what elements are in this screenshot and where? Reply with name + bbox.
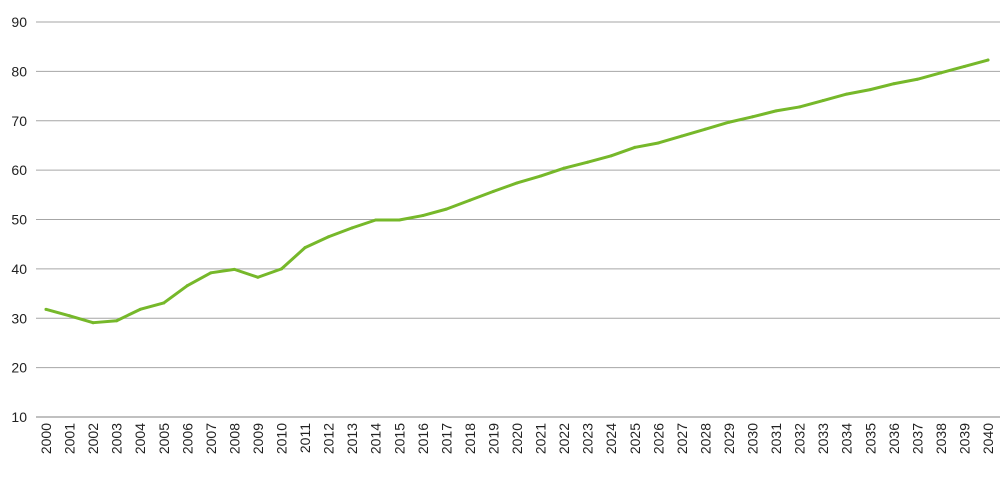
data-point [656, 141, 660, 145]
data-point [798, 105, 802, 109]
x-tick-label: 2032 [792, 423, 808, 454]
x-tick-label: 2025 [627, 423, 643, 454]
x-tick-label: 2024 [603, 423, 619, 454]
y-tick-label: 90 [11, 14, 27, 30]
x-tick-label: 2033 [815, 423, 831, 454]
x-tick-label: 2010 [274, 423, 290, 454]
data-point [868, 88, 872, 92]
x-axis-tick-labels: 2000 2001 2002 2003 2004 2005 2006 2007 2008 2009… [38, 423, 996, 454]
x-tick-label: 2036 [886, 423, 902, 454]
data-point [915, 77, 919, 81]
x-tick-label: 2001 [62, 423, 78, 454]
x-tick-label: 2028 [697, 423, 713, 454]
data-point [586, 160, 590, 164]
data-point [774, 109, 778, 113]
data-point [44, 307, 48, 311]
y-tick-label: 10 [11, 409, 27, 425]
data-point [703, 127, 707, 131]
data-point [138, 307, 142, 311]
series-line [44, 58, 990, 325]
x-tick-label: 2002 [85, 423, 101, 454]
x-tick-label: 2034 [839, 423, 855, 454]
data-point [350, 226, 354, 230]
x-tick-label: 2029 [721, 423, 737, 454]
x-tick-label: 2040 [980, 423, 996, 454]
data-point [727, 120, 731, 124]
y-tick-label: 80 [11, 63, 27, 79]
x-tick-label: 2022 [556, 423, 572, 454]
data-point [303, 246, 307, 250]
data-point [962, 64, 966, 68]
x-tick-label: 2035 [862, 423, 878, 454]
data-point [845, 92, 849, 96]
x-tick-label: 2013 [344, 423, 360, 454]
data-point [680, 134, 684, 138]
data-point [821, 99, 825, 103]
y-tick-label: 70 [11, 113, 27, 129]
x-tick-label: 2026 [650, 423, 666, 454]
x-tick-label: 2011 [297, 423, 313, 453]
y-tick-label: 20 [11, 360, 27, 376]
x-tick-label: 2027 [674, 423, 690, 454]
x-tick-label: 2006 [179, 423, 195, 454]
x-tick-label: 2020 [509, 423, 525, 454]
data-point [115, 319, 119, 323]
data-point [162, 301, 166, 305]
x-tick-label: 2007 [203, 423, 219, 454]
x-tick-label: 2031 [768, 423, 784, 454]
x-tick-label: 2005 [156, 423, 172, 454]
series-group [44, 58, 990, 325]
y-axis-tick-labels: 10 20 30 40 50 60 70 80 90 [11, 14, 27, 425]
x-tick-label: 2015 [391, 423, 407, 454]
data-point [609, 154, 613, 158]
y-tick-label: 50 [11, 212, 27, 228]
data-point [327, 235, 331, 239]
y-tick-label: 30 [11, 310, 27, 326]
x-tick-label: 2009 [250, 423, 266, 454]
data-point [374, 218, 378, 222]
x-tick-label: 2021 [533, 423, 549, 454]
y-tick-label: 40 [11, 261, 27, 277]
x-tick-label: 2000 [38, 423, 54, 454]
x-tick-label: 2039 [956, 423, 972, 454]
data-point [491, 189, 495, 193]
data-point [468, 198, 472, 202]
x-tick-label: 2038 [933, 423, 949, 454]
x-tick-label: 2019 [485, 423, 501, 454]
x-tick-label: 2012 [321, 423, 337, 454]
data-point [986, 58, 990, 62]
data-point [256, 275, 260, 279]
data-point [751, 115, 754, 119]
data-point [515, 181, 519, 185]
y-tick-label: 60 [11, 162, 27, 178]
gridlines [36, 21, 1000, 418]
x-tick-label: 2030 [745, 423, 761, 454]
data-point [421, 214, 425, 218]
x-tick-label: 2003 [109, 423, 125, 454]
data-point [444, 207, 448, 211]
data-point [280, 267, 283, 271]
data-point [397, 218, 401, 222]
data-point [939, 71, 943, 75]
x-tick-label: 2037 [909, 423, 925, 454]
data-point [232, 267, 236, 271]
x-tick-label: 2023 [580, 423, 596, 454]
data-point [185, 284, 189, 288]
data-point [892, 82, 896, 86]
data-point [91, 321, 95, 325]
data-point [562, 166, 566, 170]
x-tick-label: 2008 [226, 423, 242, 454]
data-point [68, 314, 72, 318]
x-tick-label: 2018 [462, 423, 478, 454]
data-point [209, 271, 213, 275]
x-tick-label: 2014 [368, 423, 384, 454]
data-point [539, 174, 543, 178]
x-tick-label: 2004 [132, 423, 148, 454]
data-point [633, 145, 637, 149]
x-tick-label: 2017 [438, 423, 454, 454]
x-tick-label: 2016 [415, 423, 431, 454]
